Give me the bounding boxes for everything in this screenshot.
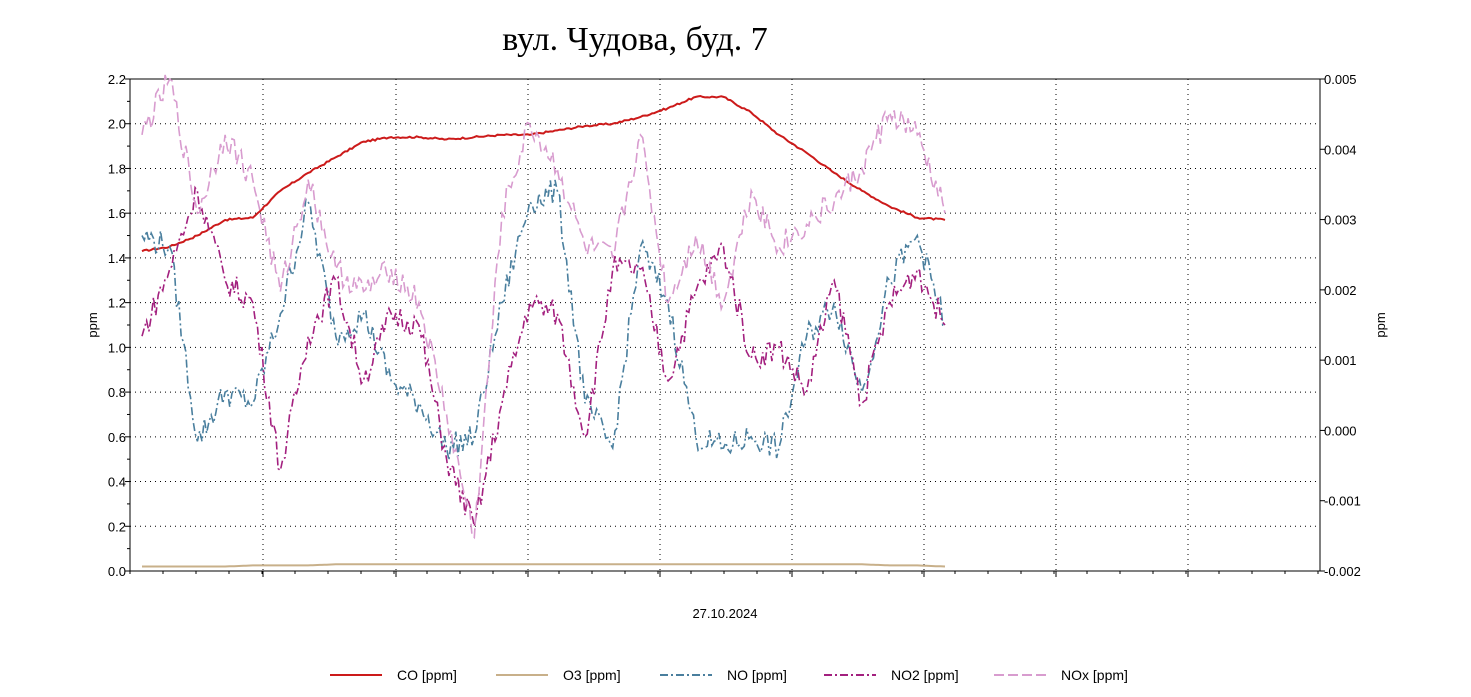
x-axis — [129, 571, 1319, 577]
series-layer — [141, 74, 946, 568]
series-line-no — [141, 179, 946, 461]
series-line-co — [141, 94, 946, 253]
right-axis: -0.002 -0.001 0.000 0.001 0.002 0.003 0.004 0.0… — [1320, 72, 1361, 579]
left-tick-label: 2.0 — [108, 117, 126, 132]
left-tick-label: 0.4 — [108, 475, 126, 490]
right-tick-label: 0.002 — [1324, 283, 1357, 298]
right-tick-label: 0.001 — [1324, 353, 1357, 368]
plot-frame — [129, 78, 1321, 572]
left-tick-label: 1.8 — [108, 161, 126, 176]
right-axis-label: ppm — [1373, 312, 1388, 337]
right-tick-label: 0.004 — [1324, 142, 1357, 157]
right-tick-label: -0.002 — [1324, 564, 1361, 579]
left-tick-label: 0.0 — [108, 564, 126, 579]
legend: CO [ppm] O3 [ppm] NO [ppm] NO2 [ppm] NOx [pp… — [330, 667, 1128, 683]
right-tick-label: -0.001 — [1324, 494, 1361, 509]
grid — [130, 79, 1320, 571]
series-line-nox — [141, 74, 946, 540]
right-tick-label: 0.003 — [1324, 213, 1357, 228]
right-tick-label: 0.005 — [1324, 72, 1357, 87]
legend-label-o3: O3 [ppm] — [563, 667, 621, 683]
left-tick-label: 1.4 — [108, 251, 126, 266]
left-tick-label: 1.2 — [108, 296, 126, 311]
left-tick-label: 2.2 — [108, 72, 126, 87]
legend-label-co: CO [ppm] — [397, 667, 457, 683]
series-line-o3 — [142, 563, 946, 568]
left-tick-label: 1.0 — [108, 340, 126, 355]
left-axis: 0.0 0.2 0.4 0.6 0.8 1.0 1.2 1.4 1.6 1.8 2.0 2.2 — [108, 72, 130, 579]
chart-title: вул. Чудова, буд. 7 — [502, 21, 767, 58]
right-tick-label: 0.000 — [1324, 423, 1357, 438]
left-tick-label: 0.8 — [108, 385, 126, 400]
left-tick-label: 0.6 — [108, 430, 126, 445]
left-tick-label: 0.2 — [108, 519, 126, 534]
left-axis-label: ppm — [85, 312, 100, 337]
left-tick-label: 1.6 — [108, 206, 126, 221]
legend-label-no: NO [ppm] — [727, 667, 787, 683]
legend-label-nox: NOx [ppm] — [1061, 667, 1128, 683]
x-axis-label: 27.10.2024 — [692, 606, 757, 621]
legend-label-no2: NO2 [ppm] — [891, 667, 959, 683]
series-line-no2 — [141, 185, 946, 527]
